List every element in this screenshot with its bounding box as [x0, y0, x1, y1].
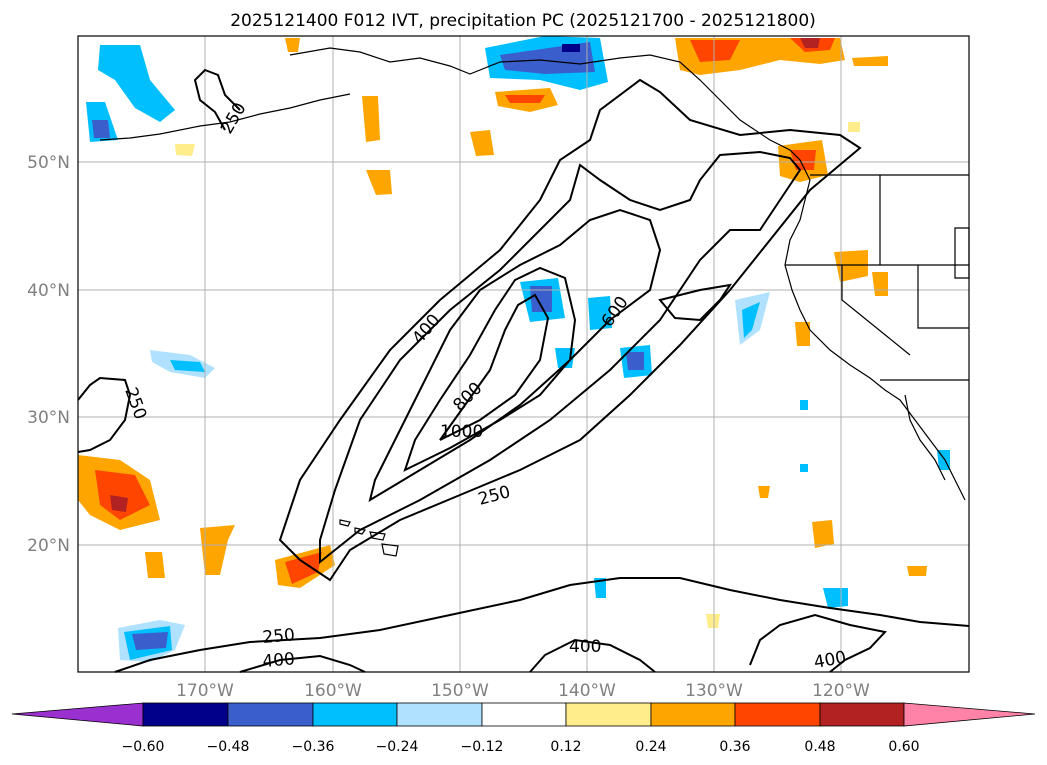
- precip-blob: [848, 122, 860, 132]
- colorbar-swatch: [142, 702, 229, 727]
- precip-fills: [78, 36, 950, 662]
- precip-blob: [800, 464, 808, 472]
- graticule: [78, 36, 969, 672]
- coastlines: [99, 47, 970, 557]
- precip-blob: [812, 520, 834, 548]
- colorbar-tick-label: −0.48: [207, 739, 250, 755]
- state-border: [841, 265, 911, 356]
- contour-1000: [439, 293, 550, 441]
- colorbar-swatch: [819, 702, 905, 727]
- precip-blob: [470, 130, 494, 156]
- lat-label: 40°N: [27, 281, 70, 301]
- precip-blob: [594, 578, 606, 598]
- colorbar-tick-label: −0.24: [376, 739, 419, 755]
- hawaii-island: [339, 519, 351, 527]
- aleutian-chain: [99, 93, 351, 141]
- colorbar-tick-label: 0.60: [888, 739, 919, 755]
- contour-label: 400: [262, 649, 296, 672]
- lat-labels: 50°N 40°N 30°N 20°N: [27, 153, 70, 556]
- contour-250: [77, 376, 132, 453]
- precip-blob: [530, 286, 552, 312]
- colorbar-swatch: [227, 702, 314, 727]
- contour-400: [239, 654, 366, 673]
- precip-blob: [285, 552, 322, 584]
- precip-blob: [626, 352, 644, 370]
- colorbar-swatch: [565, 702, 652, 727]
- precip-blob: [795, 322, 810, 346]
- contour-label: 1000: [440, 422, 483, 442]
- colorbar-tick-label: −0.60: [122, 739, 165, 755]
- precip-blob: [145, 552, 165, 578]
- precip-blob: [907, 566, 927, 576]
- precip-blob: [852, 56, 888, 66]
- colorbar-swatch: [650, 702, 736, 727]
- ivt-contours: [77, 68, 970, 673]
- contour-label: 250: [262, 625, 296, 648]
- precip-blob: [366, 170, 392, 195]
- precip-blob: [690, 40, 740, 62]
- contour-800: [403, 266, 577, 472]
- contour-400: [319, 150, 802, 565]
- colorbar-tick-label: −0.36: [292, 739, 335, 755]
- contour-250: [114, 577, 970, 673]
- lon-label: 160°W: [304, 681, 362, 701]
- colorbar-swatch: [481, 702, 567, 727]
- precip-blob: [706, 614, 720, 628]
- precip-blob: [505, 95, 545, 103]
- colorbar-swatch: [734, 702, 821, 727]
- colorbar-extend-high: [903, 702, 1036, 727]
- colorbar: −0.60 −0.48 −0.36 −0.24 −0.12 0.12 0.24 …: [11, 702, 1036, 755]
- colorbar-swatch: [396, 702, 483, 727]
- baja-peninsula: [904, 394, 946, 481]
- lat-label: 30°N: [27, 408, 70, 428]
- figure-title: 2025121400 F012 IVT, precipitation PC (2…: [230, 11, 816, 31]
- precip-blob: [800, 400, 808, 410]
- lon-label: 120°W: [812, 681, 870, 701]
- precip-blob: [132, 632, 168, 650]
- lon-labels: 170°W 160°W 150°W 140°W 130°W 120°W: [176, 681, 870, 701]
- contour-250: [193, 68, 241, 131]
- contour-600: [368, 208, 733, 503]
- colorbar-swatch: [312, 702, 398, 727]
- precip-blob: [823, 588, 848, 608]
- lon-label: 170°W: [176, 681, 234, 701]
- colorbar-extend-low: [11, 702, 144, 727]
- lon-label: 140°W: [558, 681, 616, 701]
- precip-blob: [170, 360, 205, 372]
- colorbar-tick-label: 0.48: [804, 739, 835, 755]
- precip-blob: [742, 302, 760, 338]
- colorbar-tick-label: 0.36: [719, 739, 750, 755]
- lon-label: 150°W: [431, 681, 489, 701]
- contour-250: [278, 78, 862, 582]
- precip-blob: [937, 450, 950, 470]
- precip-blob: [362, 96, 380, 142]
- lat-label: 50°N: [27, 153, 70, 173]
- map-frame: [77, 35, 970, 673]
- precip-blob: [110, 495, 128, 512]
- hawaii-island: [369, 531, 386, 541]
- colorbar-tick-label: −0.12: [461, 739, 504, 755]
- precip-blob: [95, 470, 150, 520]
- hawaii-island: [381, 543, 399, 557]
- contour-400: [529, 638, 656, 673]
- precip-blob: [92, 120, 110, 138]
- precip-blob: [200, 525, 235, 575]
- lat-label: 20°N: [27, 536, 70, 556]
- contour-400: [749, 613, 887, 673]
- alaska-coast: [289, 47, 811, 181]
- contour-label: 400: [569, 637, 601, 657]
- precip-blob: [758, 486, 770, 498]
- precip-blob: [175, 144, 195, 156]
- precip-blob: [285, 38, 300, 52]
- precip-blob: [562, 44, 580, 52]
- precip-blob: [98, 45, 175, 122]
- state-border: [917, 265, 969, 329]
- precip-blob: [588, 296, 612, 330]
- precip-blob: [800, 38, 820, 48]
- lon-label: 130°W: [685, 681, 743, 701]
- colorbar-tick-label: 0.24: [635, 739, 666, 755]
- colorbar-tick-label: 0.12: [550, 739, 581, 755]
- canada-coast: [784, 179, 966, 501]
